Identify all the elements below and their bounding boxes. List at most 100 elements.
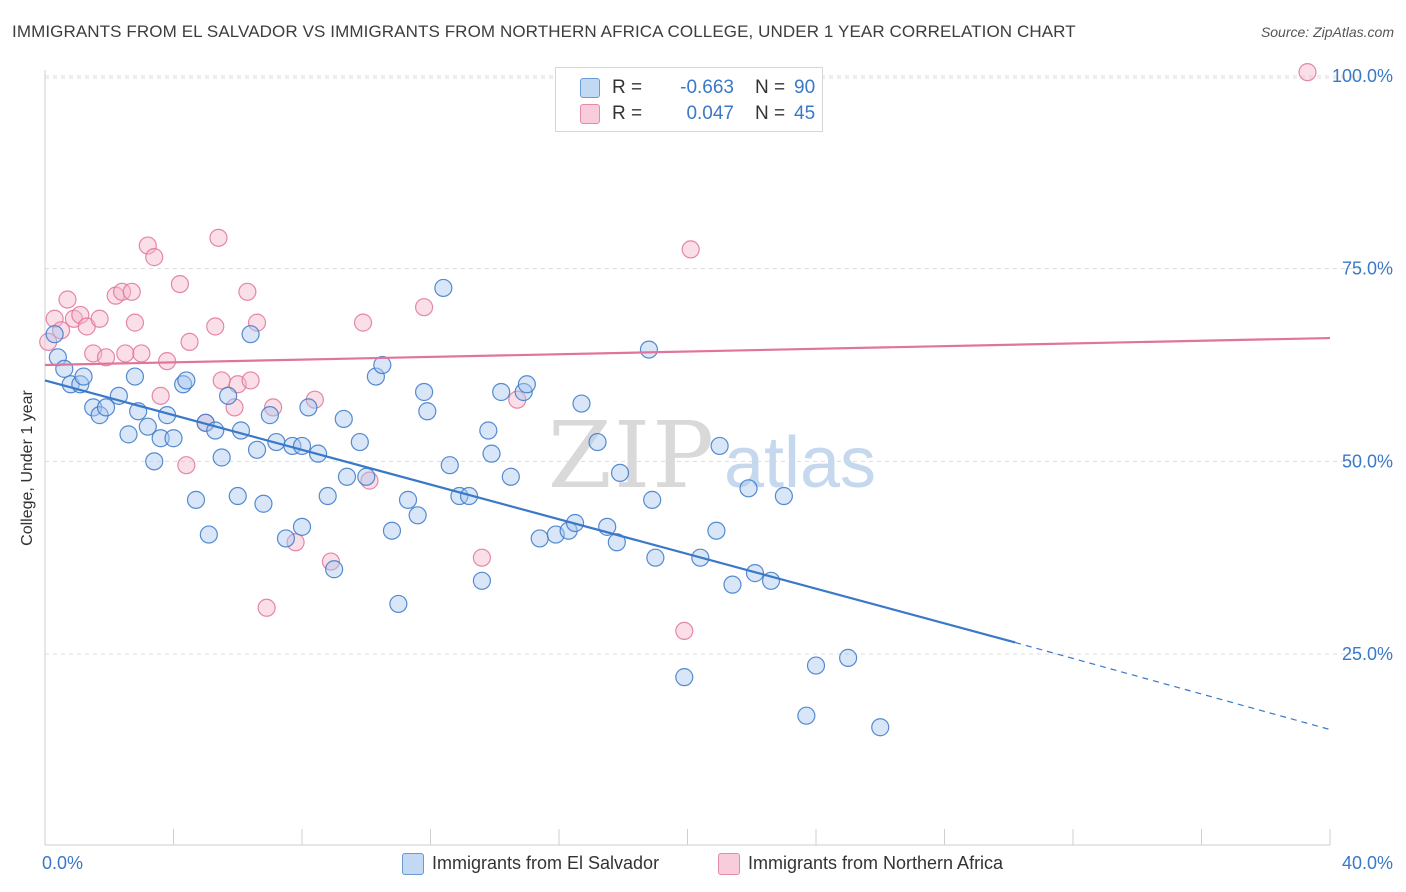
el-salvador-point — [177, 371, 196, 390]
northern-africa-point — [125, 313, 145, 332]
el-salvador-point — [96, 398, 116, 417]
el-salvador-point — [588, 432, 607, 452]
el-salvador-point — [357, 467, 376, 486]
el-salvador-point — [138, 417, 157, 436]
northern-africa-point — [151, 386, 170, 405]
bottom-legend-label: Immigrants from El Salvador — [432, 853, 660, 873]
northern-africa-point — [132, 344, 151, 363]
northern-africa-point — [112, 282, 132, 301]
legend-n-label: N = — [755, 77, 786, 98]
el-salvador-point — [418, 402, 437, 421]
legend-swatch-pink — [580, 104, 600, 124]
northern-africa-point — [241, 371, 260, 390]
northern-africa-point — [286, 533, 305, 552]
northern-africa-point — [157, 352, 177, 371]
northern-africa-point — [257, 598, 276, 617]
el-salvador-point — [325, 560, 344, 579]
legend-r-label: R = — [612, 103, 643, 124]
el-salvador-point — [492, 382, 511, 402]
el-salvador-point — [472, 571, 491, 590]
el-salvador-point — [639, 340, 659, 359]
el-salvador-trend-extension — [1015, 641, 1331, 731]
stats-legend: R = -0.663 N = 90 R = 0.047 N = 45 — [555, 67, 823, 132]
el-salvador-point — [260, 406, 279, 425]
el-salvador-point — [45, 325, 64, 344]
source-credit: Source: ZipAtlas.com — [1260, 24, 1394, 40]
el-salvador-point — [774, 486, 793, 506]
el-salvador-point — [151, 429, 170, 448]
el-salvador-point — [398, 490, 418, 509]
el-salvador-point — [610, 463, 630, 483]
el-salvador-point — [530, 529, 549, 548]
el-salvador-point — [55, 359, 74, 378]
el-salvador-point — [646, 548, 665, 567]
el-salvador-point — [119, 425, 138, 444]
el-salvador-point — [797, 706, 816, 725]
el-salvador-point — [382, 521, 402, 540]
northern-africa-point — [353, 313, 373, 332]
el-salvador-point — [479, 421, 498, 440]
northern-africa-point — [177, 456, 196, 475]
northern-africa-point — [96, 348, 116, 367]
el-salvador-point — [710, 436, 729, 456]
el-salvador-point — [350, 432, 369, 452]
el-salvador-point — [871, 718, 890, 737]
legend-r-label: R = — [612, 77, 643, 98]
series-el-salvador-points — [45, 278, 890, 737]
watermark-atlas: atlas — [724, 423, 876, 503]
el-salvador-point — [337, 467, 357, 486]
northern-africa-point — [414, 298, 434, 317]
el-salvador-point — [739, 479, 758, 498]
watermark-zip: ZIP — [548, 402, 716, 509]
el-salvador-point — [276, 529, 296, 548]
el-salvador-point — [199, 525, 218, 544]
tick-labels: 25.0% 50.0% 75.0% 100.0% 0.0% 40.0% — [42, 66, 1393, 873]
el-salvador-point — [254, 494, 273, 513]
x-tick-label-min: 0.0% — [42, 853, 83, 873]
grid-lines — [45, 75, 1365, 655]
el-salvador-point — [440, 456, 459, 475]
el-salvador-point — [643, 490, 662, 509]
el-salvador-point — [231, 421, 251, 440]
northern-africa-point — [472, 548, 491, 567]
el-salvador-point — [219, 386, 238, 405]
northern-africa-point — [90, 309, 109, 328]
y-tick-label: 25.0% — [1342, 644, 1393, 664]
northern-africa-point — [238, 282, 257, 301]
x-tick-label-max: 40.0% — [1342, 853, 1393, 873]
el-salvador-point — [501, 467, 520, 486]
el-salvador-point — [839, 648, 858, 667]
el-salvador-point — [228, 486, 247, 506]
bottom-legend-label: Immigrants from Northern Africa — [748, 853, 1004, 873]
el-salvador-point — [247, 440, 267, 459]
el-salvador-point — [389, 594, 408, 614]
northern-africa-point — [681, 240, 700, 259]
el-salvador-point — [299, 398, 318, 417]
northern-africa-point — [71, 305, 90, 325]
y-tick-label: 100.0% — [1332, 66, 1393, 86]
northern-africa-point — [225, 398, 244, 417]
el-salvador-point — [482, 444, 501, 463]
legend-swatch-blue — [580, 78, 600, 98]
el-salvador-point — [292, 517, 312, 536]
legend-n-label: N = — [755, 103, 786, 124]
el-salvador-point — [164, 429, 183, 448]
northern-africa-point — [138, 236, 157, 255]
el-salvador-point — [373, 355, 392, 375]
legend-r-value: 0.047 — [686, 103, 734, 124]
el-salvador-point — [145, 452, 164, 471]
el-salvador-point — [414, 382, 434, 402]
el-salvador-point — [806, 656, 826, 675]
bottom-legend-swatch-blue — [402, 853, 424, 875]
el-salvador-point — [186, 490, 206, 509]
northern-africa-point — [209, 228, 228, 247]
northern-africa-point — [170, 274, 190, 294]
northern-africa-point — [1298, 63, 1317, 82]
el-salvador-point — [517, 375, 536, 394]
series-northern-africa-points — [39, 63, 1317, 641]
northern-africa-point — [247, 313, 267, 332]
northern-africa-point — [206, 317, 225, 336]
northern-africa-point — [116, 344, 135, 363]
watermark: ZIP atlas — [548, 402, 876, 509]
